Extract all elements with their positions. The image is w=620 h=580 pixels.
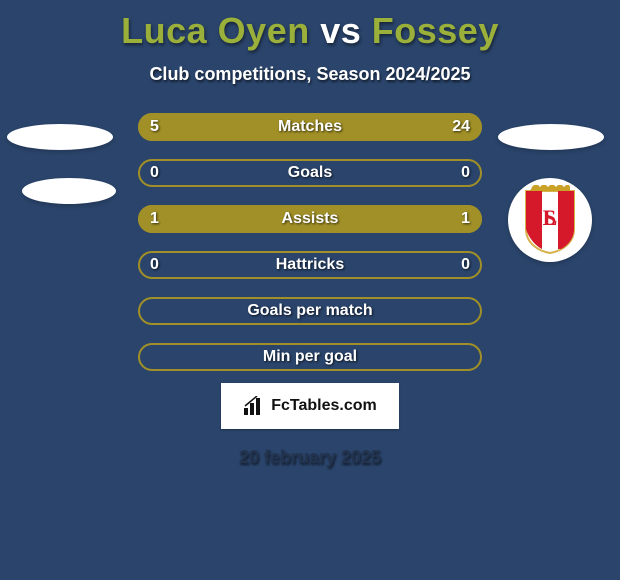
stat-value-left: 0 [150,159,159,187]
fctables-logo: FcTables.com [221,383,399,429]
stat-label: Goals per match [138,297,482,325]
stat-value-right: 24 [452,113,470,141]
footer-brand-text: FcTables.com [271,397,377,415]
stat-value-right: 1 [461,205,470,233]
vs-text: vs [320,10,361,51]
stat-value-right: 0 [461,159,470,187]
stat-label: Matches [138,113,482,141]
comparison-title: Luca Oyen vs Fossey [121,10,499,52]
stats-area: Matches524Goals00Assists11Hattricks00Goa… [0,113,620,371]
stat-row: Goals per match [138,297,482,325]
stat-value-left: 5 [150,113,159,141]
player1-name: Luca Oyen [121,10,310,51]
infographic-content: Luca Oyen vs Fossey Club competitions, S… [0,0,620,580]
stat-row: Hattricks0 0 [138,251,482,279]
stat-row: Goals0 0 [138,159,482,187]
stat-value-left: 0 [150,251,159,279]
stat-label: Assists [138,205,482,233]
stat-row: Min per goal [138,343,482,371]
stat-label: Min per goal [138,343,482,371]
stat-label: Hattricks [138,251,482,279]
player2-name: Fossey [372,10,499,51]
stat-value-right: 0 [461,251,470,279]
stat-row: Assists1 1 [138,205,482,233]
stat-row: Matches5 24 [138,113,482,141]
footer-date: 20 february 2025 [239,447,381,468]
stat-value-left: 1 [150,205,159,233]
stat-label: Goals [138,159,482,187]
subtitle: Club competitions, Season 2024/2025 [149,64,470,85]
bars-icon [243,396,265,416]
